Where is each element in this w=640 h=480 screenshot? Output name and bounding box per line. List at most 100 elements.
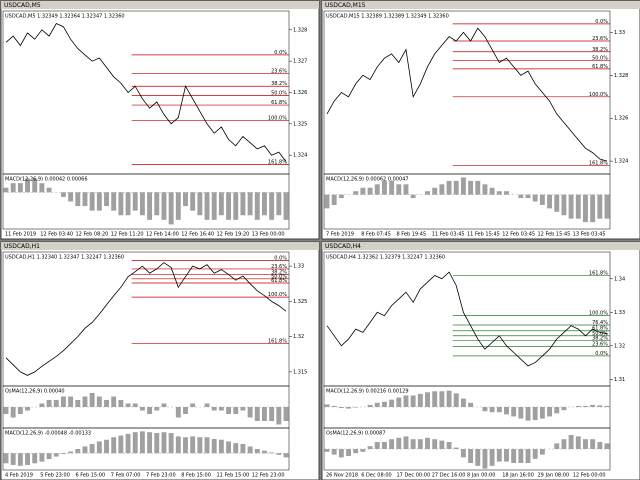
histogram-bar bbox=[89, 393, 95, 407]
window-title[interactable]: USDCAD,H4 bbox=[325, 243, 361, 250]
histogram-bar bbox=[489, 449, 495, 466]
indicator-label: OsMA(12,26,9) 0.00087 bbox=[326, 431, 386, 437]
histogram-bar bbox=[381, 180, 387, 195]
histogram-bar bbox=[403, 395, 409, 407]
indicator-label: MACD(12,26,9) 0.00216 0.00129 bbox=[326, 389, 409, 395]
histogram-bar bbox=[331, 194, 337, 205]
histogram-bar bbox=[197, 437, 203, 454]
chart-info: USDCAD,M5 1.32349 1.32364 1.32347 1.3236… bbox=[5, 14, 125, 20]
histogram-bar bbox=[353, 407, 359, 408]
fibo-label: 38.2% bbox=[271, 81, 287, 87]
histogram-bar bbox=[338, 194, 344, 199]
histogram-bar bbox=[575, 194, 581, 219]
histogram-bar bbox=[118, 435, 124, 454]
histogram-bar bbox=[132, 403, 138, 407]
histogram-bar bbox=[539, 407, 545, 419]
histogram-bar bbox=[46, 453, 52, 460]
histogram-bar bbox=[353, 191, 359, 195]
histogram-bar bbox=[3, 453, 9, 464]
histogram-bar bbox=[211, 407, 217, 411]
histogram-bar bbox=[111, 192, 117, 211]
histogram-bar bbox=[482, 407, 488, 412]
histogram-bar bbox=[331, 449, 337, 455]
histogram-bar bbox=[532, 194, 538, 202]
y-tick-label: 1.34 bbox=[614, 276, 625, 282]
histogram-bar bbox=[539, 194, 545, 205]
histogram-bar bbox=[254, 407, 260, 421]
histogram-bar bbox=[161, 192, 167, 220]
histogram-bar bbox=[425, 437, 430, 449]
histogram-bar bbox=[381, 401, 387, 407]
histogram-bar bbox=[82, 446, 88, 454]
histogram-bar bbox=[374, 402, 380, 407]
histogram-bar bbox=[204, 192, 210, 220]
fibo-label: 50.0% bbox=[271, 274, 287, 280]
histogram-bar bbox=[3, 407, 9, 414]
histogram-bar bbox=[276, 453, 282, 455]
fibo-label: 100.0% bbox=[268, 116, 287, 122]
window-title[interactable]: USDCAD,M5 bbox=[4, 2, 41, 9]
histogram-bar bbox=[233, 407, 239, 414]
histogram-bar bbox=[17, 183, 23, 193]
fibo-label: 161.8% bbox=[268, 339, 287, 345]
histogram-bar bbox=[468, 180, 474, 195]
fibo-label: 61.8% bbox=[592, 64, 608, 70]
histogram-bar bbox=[482, 184, 488, 195]
window-title[interactable]: USDCAD,H1 bbox=[4, 243, 40, 250]
histogram-bar bbox=[46, 400, 52, 407]
y-tick-label: 1.32 bbox=[293, 334, 304, 340]
histogram-bar bbox=[496, 407, 502, 413]
fibo-label: 38.2% bbox=[592, 47, 608, 53]
window-title[interactable]: USDCAD,M15 bbox=[325, 2, 366, 9]
histogram-bar bbox=[374, 442, 380, 449]
histogram-bar bbox=[446, 180, 452, 195]
histogram-bar bbox=[396, 184, 402, 195]
histogram-bar bbox=[218, 192, 224, 216]
histogram-bar bbox=[3, 187, 9, 193]
histogram-bar bbox=[511, 407, 517, 417]
fibo-label: 61.8% bbox=[271, 278, 287, 284]
histogram-bar bbox=[118, 400, 124, 407]
histogram-bar bbox=[190, 192, 196, 211]
y-tick-label: 1.326 bbox=[293, 90, 307, 96]
histogram-bar bbox=[439, 440, 445, 449]
histogram-bar bbox=[32, 453, 38, 464]
histogram-bar bbox=[197, 192, 203, 216]
y-tick-label: 1.328 bbox=[614, 73, 628, 79]
histogram-bar bbox=[338, 449, 344, 458]
histogram-bar bbox=[154, 407, 160, 411]
histogram-bar bbox=[190, 403, 196, 407]
x-tick-label: 12 Feb 03:40 bbox=[40, 232, 73, 238]
histogram-bar bbox=[125, 433, 131, 454]
histogram-bar bbox=[446, 390, 452, 407]
chart-info: USDCAD,H1 1.32340 1.32347 1.32247 1.3236… bbox=[5, 255, 124, 261]
histogram-bar bbox=[403, 436, 409, 449]
indicator-label: MACD(12,26,9) 0.00042 0.00066 bbox=[5, 177, 88, 183]
fibo-label: 23.6% bbox=[271, 69, 287, 75]
histogram-bar bbox=[324, 449, 330, 452]
fibo-label: 61.8% bbox=[592, 326, 608, 332]
histogram-bar bbox=[568, 435, 574, 449]
histogram-bar bbox=[367, 446, 373, 449]
histogram-bar bbox=[17, 453, 23, 466]
histogram-bar bbox=[254, 192, 260, 220]
x-tick-label: 6 Feb 15:00 bbox=[76, 473, 106, 479]
x-tick-label: 13 Feb 03:45 bbox=[573, 232, 606, 238]
histogram-bar bbox=[446, 442, 452, 449]
histogram-bar bbox=[211, 438, 217, 454]
histogram-bar bbox=[25, 453, 30, 465]
histogram-bar bbox=[175, 192, 181, 220]
histogram-bar bbox=[204, 437, 210, 454]
histogram-bar bbox=[125, 403, 131, 407]
histogram-bar bbox=[453, 180, 459, 195]
histogram-bar bbox=[568, 194, 574, 219]
histogram-bar bbox=[396, 437, 402, 449]
fibo-label: 38.2% bbox=[592, 335, 608, 341]
histogram-bar bbox=[276, 407, 282, 425]
x-tick-label: 8 Feb 19:45 bbox=[397, 232, 427, 238]
histogram-bar bbox=[331, 405, 337, 407]
histogram-bar bbox=[489, 407, 495, 413]
histogram-bar bbox=[10, 407, 16, 418]
fibo-label: 161.8% bbox=[268, 160, 287, 166]
histogram-bar bbox=[583, 194, 588, 223]
